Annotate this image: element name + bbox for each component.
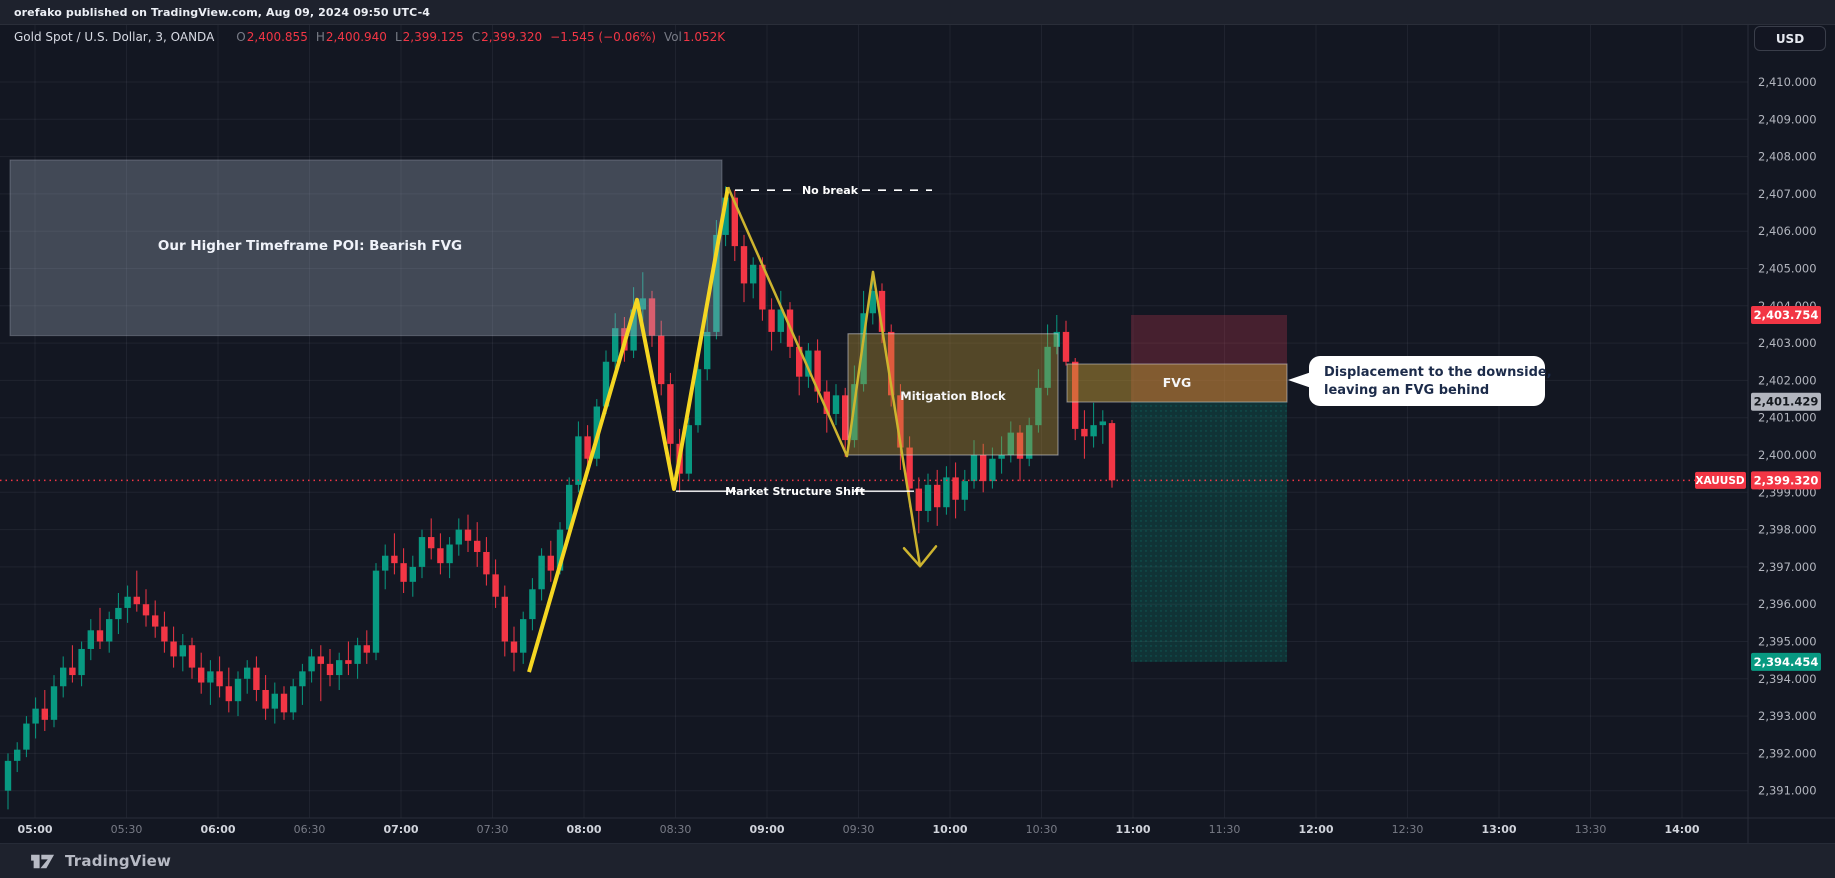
price-axis-label: 2,408.000: [1758, 150, 1817, 164]
arrowhead-icon: [918, 545, 938, 568]
time-axis-label: 05:30: [111, 823, 143, 836]
high-value: 2,400.940: [325, 30, 387, 44]
time-axis-label: 08:00: [566, 823, 601, 836]
low-label: L: [394, 30, 402, 44]
poi-box[interactable]: Our Higher Timeframe POI: Bearish FVG: [9, 159, 723, 337]
price-axis-label: 2,409.000: [1758, 112, 1817, 126]
fvg-box-label: FVG: [1163, 375, 1191, 390]
price-axis-badge: 2,403.754: [1751, 305, 1821, 324]
svg-text:XAUUSD: XAUUSD: [1695, 475, 1745, 487]
mitigation-block-label: Mitigation Block: [900, 389, 1006, 403]
close-value: 2,399.320: [481, 30, 543, 44]
time-axis-label: 10:30: [1026, 823, 1058, 836]
fvg-box[interactable]: FVG: [1066, 363, 1288, 403]
symbol-legend[interactable]: Gold Spot / U.S. Dollar, 3, OANDA O 2,40…: [14, 30, 725, 44]
price-axis-badge: 2,399.320: [1751, 471, 1821, 490]
mitigation-block[interactable]: Mitigation Block: [847, 333, 1059, 456]
poi-box-label: Our Higher Timeframe POI: Bearish FVG: [158, 238, 462, 254]
symbol-title[interactable]: Gold Spot / U.S. Dollar, 3, OANDA: [14, 30, 215, 44]
mss-label: Market Structure Shift: [725, 485, 865, 498]
svg-text:2,403.754: 2,403.754: [1754, 308, 1819, 322]
currency-toggle-button[interactable]: USD: [1754, 26, 1826, 51]
price-axis-label: 2,407.000: [1758, 187, 1817, 201]
price-axis-label: 2,391.000: [1758, 784, 1817, 798]
zigzag-annotation[interactable]: [527, 186, 938, 673]
svg-text:2,394.454: 2,394.454: [1754, 655, 1819, 669]
time-axis-label: 09:30: [843, 823, 875, 836]
no-break-label: No break: [802, 184, 859, 197]
price-axis-label: 2,401.000: [1758, 411, 1817, 425]
arrowhead-icon: [902, 547, 922, 568]
open-label: O: [236, 30, 246, 44]
price-axis-label: 2,392.000: [1758, 746, 1817, 760]
svg-text:2,401.429: 2,401.429: [1754, 395, 1819, 409]
close-label: C: [471, 30, 481, 44]
time-axis-label: 12:00: [1298, 823, 1333, 836]
price-axis-label: 2,410.000: [1758, 75, 1817, 89]
svg-text:2,399.320: 2,399.320: [1754, 473, 1819, 487]
price-axis-label: 2,403.000: [1758, 336, 1817, 350]
price-axis-label: 2,405.000: [1758, 262, 1817, 276]
price-axis[interactable]: 2,391.000 2,392.000 2,393.000 2,394.000 2,39…: [1695, 75, 1821, 798]
price-axis-label: 2,395.000: [1758, 635, 1817, 649]
callout-line-2: leaving an FVG behind: [1324, 383, 1489, 398]
price-axis-label: 2,397.000: [1758, 560, 1817, 574]
price-axis-label: 2,393.000: [1758, 709, 1817, 723]
price-axis-label: 2,406.000: [1758, 224, 1817, 238]
price-axis-label: 2,402.000: [1758, 373, 1817, 387]
time-axis-label: 13:00: [1481, 823, 1516, 836]
change-value: −1.545 (−0.06%): [550, 30, 656, 44]
time-axis-label: 07:30: [477, 823, 509, 836]
time-axis-label: 07:00: [383, 823, 418, 836]
low-value: 2,399.125: [402, 30, 464, 44]
price-axis-label: 2,396.000: [1758, 597, 1817, 611]
time-axis-label: 08:30: [660, 823, 692, 836]
no-break-line[interactable]: No break: [735, 184, 932, 197]
time-axis-label: 14:00: [1664, 823, 1699, 836]
footer-bar: TradingView: [0, 843, 1835, 878]
callout-line-1: Displacement to the downside,: [1324, 365, 1552, 380]
open-value: 2,400.855: [246, 30, 308, 44]
price-axis-badge: 2,401.429: [1751, 392, 1821, 411]
time-axis-label: 05:00: [17, 823, 52, 836]
time-axis-label: 06:00: [200, 823, 235, 836]
attribution-text: orefako published on TradingView.com, Au…: [14, 5, 430, 19]
time-axis[interactable]: 05:00 05:30 06:00 06:30 07:00 07:30 08:00 08:30…: [17, 823, 1699, 836]
price-axis-badge: 2,394.454: [1751, 652, 1821, 671]
time-axis-label: 06:30: [294, 823, 326, 836]
volume-label: Vol: [663, 30, 682, 44]
footer-brand-text[interactable]: TradingView: [65, 852, 172, 870]
price-axis-label: 2,398.000: [1758, 523, 1817, 537]
short-position-reward-box[interactable]: [1131, 401, 1287, 662]
tradingview-logo-icon[interactable]: [30, 853, 56, 870]
price-axis-label: 2,400.000: [1758, 448, 1817, 462]
time-axis-label: 11:00: [1115, 823, 1150, 836]
market-structure-shift[interactable]: Market Structure Shift: [676, 485, 914, 498]
volume-value: 1.052K: [682, 30, 726, 44]
attribution-bar: orefako published on TradingView.com, Au…: [0, 0, 1835, 25]
callout-bubble[interactable]: Displacement to the downside, leaving an …: [1288, 356, 1552, 406]
time-axis-label: 13:30: [1575, 823, 1607, 836]
time-axis-label: 09:00: [749, 823, 784, 836]
high-label: H: [315, 30, 325, 44]
time-axis-label: 11:30: [1209, 823, 1241, 836]
time-axis-label: 10:00: [932, 823, 967, 836]
time-axis-label: 12:30: [1392, 823, 1424, 836]
price-axis-label: 2,394.000: [1758, 672, 1817, 686]
symbol-price-tag: XAUUSD: [1695, 471, 1746, 489]
